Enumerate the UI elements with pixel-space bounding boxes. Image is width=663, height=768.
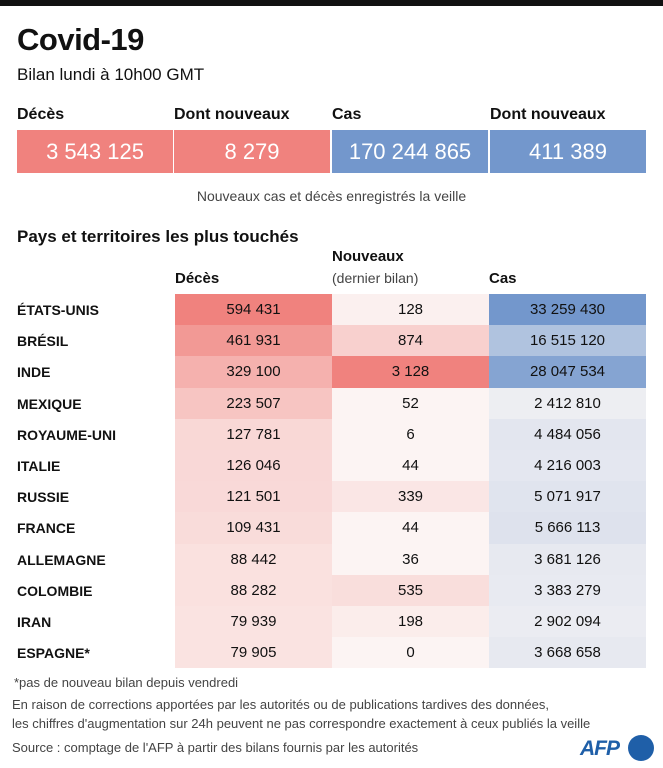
cell-new: 535	[332, 574, 489, 606]
section-title: Pays et territoires les plus touchés	[17, 227, 299, 246]
cell-deaths: 127 781	[175, 418, 332, 450]
cell-deaths: 121 501	[175, 481, 332, 513]
table-row: ITALIE 126 046 44 4 216 003	[0, 450, 663, 482]
table-row: ROYAUME-UNI 127 781 6 4 484 056	[0, 418, 663, 450]
table-row: INDE 329 100 3 128 28 047 534	[0, 356, 663, 388]
country-name: COLOMBIE	[17, 582, 93, 599]
cell-cases: 33 259 430	[489, 294, 646, 326]
cell-deaths: 88 442	[175, 543, 332, 575]
summary-label-cases: Cas	[332, 106, 362, 123]
page-subtitle: Bilan lundi à 10h00 GMT	[17, 65, 205, 84]
country-name: ITALIE	[17, 458, 61, 474]
cell-deaths: 594 431	[175, 294, 332, 326]
country-name: BRÉSIL	[17, 333, 69, 350]
summary-new-deaths: 8 279	[174, 130, 330, 173]
cell-cases: 16 515 120	[489, 325, 646, 357]
cell-cases: 4 216 003	[489, 450, 646, 482]
page-title: Covid-19	[17, 22, 144, 57]
afp-logo-dot	[628, 735, 654, 761]
table-row: FRANCE 109 431 44 5 666 113	[0, 512, 663, 544]
cell-deaths: 329 100	[175, 356, 332, 388]
cell-deaths: 223 507	[175, 387, 332, 419]
cell-deaths: 126 046	[175, 450, 332, 482]
column-header-new: Nouveaux	[332, 248, 404, 265]
country-name: ÉTATS-UNIS	[17, 302, 99, 318]
cell-deaths: 79 939	[175, 606, 332, 638]
summary-label-deaths: Décès	[17, 106, 65, 123]
summary-label-new-deaths: Dont nouveaux	[174, 106, 290, 123]
cell-new: 874	[332, 325, 489, 357]
afp-logo: AFP	[580, 737, 620, 760]
summary-deaths: 3 543 125	[17, 130, 173, 173]
cell-new: 198	[332, 606, 489, 638]
cell-new: 0	[332, 637, 489, 669]
cell-cases: 3 383 279	[489, 574, 646, 606]
table-row: MEXIQUE 223 507 52 2 412 810	[0, 387, 663, 419]
cell-cases: 4 484 056	[489, 418, 646, 450]
country-name: ROYAUME-UNI	[17, 426, 117, 443]
cell-new: 128	[332, 294, 489, 326]
column-subheader-new: (dernier bilan)	[332, 270, 419, 286]
summary-new-cases: 411 389	[490, 130, 646, 173]
top-rule	[0, 0, 663, 6]
disclaimer-line-2: les chiffres d'augmentation sur 24h peuv…	[12, 716, 591, 731]
cell-cases: 3 668 658	[489, 637, 646, 669]
cell-cases: 28 047 534	[489, 356, 646, 388]
cell-deaths: 88 282	[175, 574, 332, 606]
country-name: ALLEMAGNE	[17, 551, 106, 568]
cell-deaths: 109 431	[175, 512, 332, 544]
cell-cases: 3 681 126	[489, 543, 646, 575]
table-row: ALLEMAGNE 88 442 36 3 681 126	[0, 543, 663, 575]
table-row: IRAN 79 939 198 2 902 094	[0, 606, 663, 638]
table-row: RUSSIE 121 501 339 5 071 917	[0, 481, 663, 513]
source: Source : comptage de l'AFP à partir des …	[12, 740, 419, 755]
cell-new: 52	[332, 387, 489, 419]
table-row: COLOMBIE 88 282 535 3 383 279	[0, 574, 663, 606]
asterisk-note: *pas de nouveau bilan depuis vendredi	[14, 675, 239, 690]
table-row: ÉTATS-UNIS 594 431 128 33 259 430	[0, 294, 663, 326]
table-row: ESPAGNE* 79 905 0 3 668 658	[0, 637, 663, 669]
column-header-cases: Cas	[489, 270, 517, 287]
table-row: BRÉSIL 461 931 874 16 515 120	[0, 325, 663, 357]
cell-cases: 2 902 094	[489, 606, 646, 638]
cell-new: 3 128	[332, 356, 489, 388]
country-name: FRANCE	[17, 520, 76, 537]
cell-new: 44	[332, 512, 489, 544]
summary-cases: 170 244 865	[332, 130, 488, 173]
cell-new: 339	[332, 481, 489, 513]
country-name: IRAN	[17, 614, 52, 630]
summary-note: Nouveaux cas et décès enregistrés la vei…	[196, 188, 467, 204]
country-name: ESPAGNE*	[17, 645, 90, 662]
country-name: MEXIQUE	[17, 395, 82, 412]
cell-deaths: 461 931	[175, 325, 332, 357]
cell-new: 36	[332, 543, 489, 575]
country-name: INDE	[17, 364, 51, 381]
cell-cases: 5 071 917	[489, 481, 646, 513]
cell-cases: 5 666 113	[489, 512, 646, 544]
cell-cases: 2 412 810	[489, 387, 646, 419]
disclaimer-line-1: En raison de corrections apportées par l…	[12, 697, 549, 712]
column-header-deaths: Décès	[175, 270, 220, 287]
cell-new: 44	[332, 450, 489, 482]
country-name: RUSSIE	[17, 489, 70, 506]
cell-deaths: 79 905	[175, 637, 332, 669]
summary-label-new-cases: Dont nouveaux	[490, 106, 606, 123]
cell-new: 6	[332, 418, 489, 450]
